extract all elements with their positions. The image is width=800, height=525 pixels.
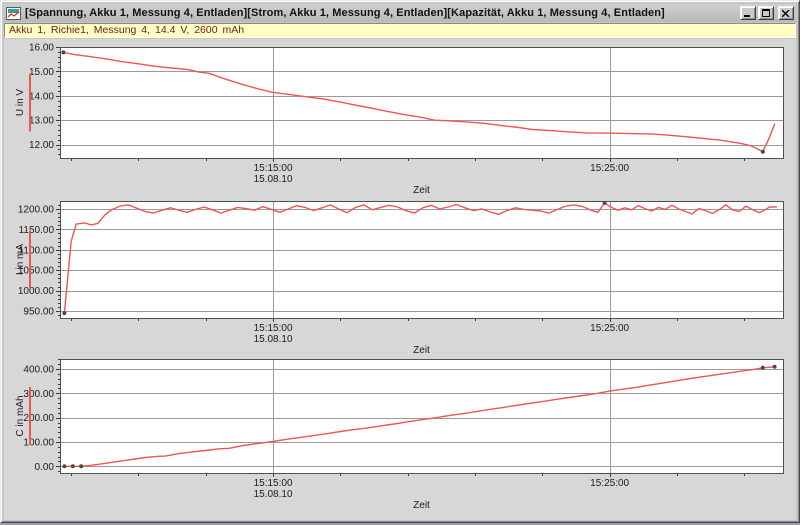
x-tick-date: 15.08.10 [254,334,293,345]
minimize-icon [744,14,750,17]
maximize-icon [761,9,770,17]
measurement-info-text: Akku 1, Richie1, Messung 4, 14.4 V, 2600… [9,24,245,36]
y-tick-label: 300.00 [23,389,54,400]
charts-canvas: 12.0013.0014.0015.0016.0015:15:0015.08.1… [15,43,784,511]
x-tick-date: 15.08.10 [254,489,293,500]
series-line-I [63,202,777,314]
data-marker [62,311,67,316]
title-bar[interactable]: [Spannung, Akku 1, Messung 4, Entladen][… [4,4,796,22]
x-tick-label: 15:25:00 [590,163,629,174]
y-tick-label: 1100.00 [19,245,55,256]
series-line-U [62,51,776,153]
chart-panel: 12.00 13.00 14.00 15.00 16.00 15:15:00 15.08.1… [4,39,796,520]
x-tick-label: 15:15:00 [254,323,293,334]
y-tick-label: 200.00 [23,413,54,424]
y-axis-title: U in V [15,89,26,117]
plot-border [60,359,784,474]
grid [56,359,783,477]
y-tick-label: 1000.00 [18,286,55,297]
y-tick-label: 13.00 [29,116,54,127]
plot-area [60,47,783,158]
x-tick-label: 15:25:00 [590,323,629,334]
y-tick-label: 100.00 [23,437,54,448]
data-marker [772,364,777,369]
measurement-info-bar: Akku 1, Richie1, Messung 4, 14.4 V, 2600… [4,23,796,38]
data-marker [760,365,765,370]
plot-border [60,201,784,319]
y-tick-label: 12.00 [29,140,54,151]
plot-area [60,201,783,318]
x-axis-title: Zeit [413,500,430,511]
chart-document-icon[interactable] [6,6,21,20]
y-tick-label: 15.00 [29,67,54,78]
plot-border [60,47,784,159]
minimize-button[interactable] [740,6,756,20]
y-tick-label: 0.00 [35,462,55,473]
close-button[interactable] [778,6,794,20]
data-marker [62,464,67,469]
chart-kapazitaet: 0.00 100.00 200.00 300.00 400.00 15:15:0015.0… [15,359,784,511]
y-tick-label: 1150.00 [19,225,55,236]
y-tick-label: 1050.00 [18,266,55,277]
y-tick-label: 950.00 [23,307,54,318]
x-tick-label: 15:15:00 [254,478,293,489]
chart-spannung: 12.00 13.00 14.00 15.00 16.00 15:15:0015.08.1… [15,43,784,196]
y-tick-label: 1200.00 [18,205,55,216]
series-color-key [29,73,31,132]
data-marker [61,50,66,55]
x-axis-title: Zeit [413,345,430,356]
window-title: [Spannung, Akku 1, Messung 4, Entladen][… [25,7,665,19]
series-line-C [63,366,776,467]
data-marker [760,149,765,154]
y-tick-label: 14.00 [29,91,54,102]
grid [56,201,783,322]
y-axis-title: C in mAh [15,395,26,436]
series-color-key [29,230,31,289]
data-marker [70,464,75,469]
close-icon [782,9,790,17]
series-color-key [29,387,31,445]
maximize-button[interactable] [758,6,774,20]
y-tick-label: 16.00 [29,43,54,54]
data-marker [79,464,84,469]
chart-strom: 950.00 1000.00 1050.00 1100.00 1150.00 1200.0… [15,200,784,356]
y-axis-title: I in mA [15,244,26,275]
x-tick-date: 15.08.10 [254,174,293,185]
x-axis-title: Zeit [413,185,430,196]
x-tick-label: 15:15:00 [254,163,293,174]
y-tick-label: 400.00 [23,365,54,376]
x-tick-label: 15:25:00 [590,478,629,489]
window-controls [740,6,794,20]
